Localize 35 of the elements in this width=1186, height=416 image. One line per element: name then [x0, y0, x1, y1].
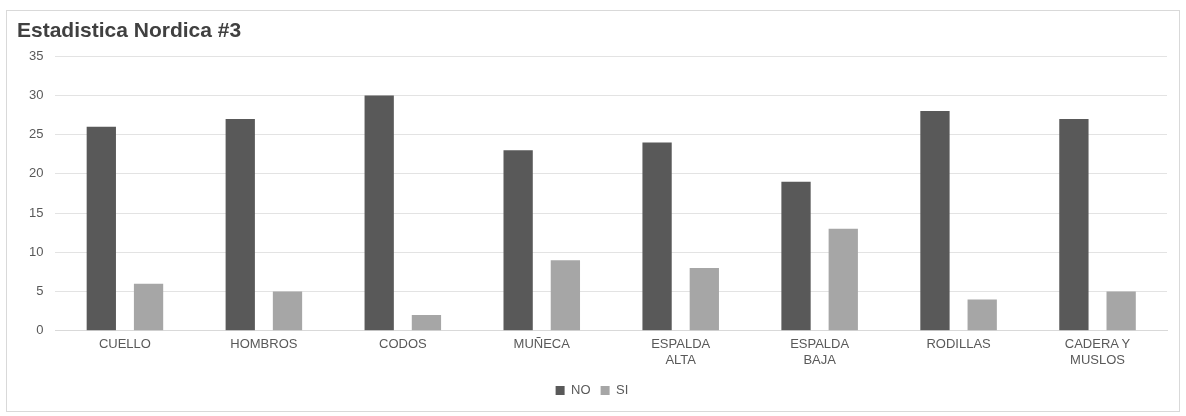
bar: [642, 142, 672, 331]
bar: [411, 315, 442, 331]
bar: [920, 111, 950, 331]
bar: [133, 283, 164, 331]
chart-title: Estadistica Nordica #3: [17, 18, 242, 42]
bar: [1059, 118, 1089, 331]
x-tick-label: ESPALDA BAJA: [790, 336, 850, 367]
y-tick-label: 35: [28, 47, 44, 63]
bar: [86, 126, 116, 331]
bar: [1106, 291, 1136, 331]
x-tick-label: ESPALDA ALTA: [651, 336, 711, 367]
y-tick-label: 10: [28, 243, 44, 259]
bar: [225, 118, 255, 331]
x-tick-label: CUELLO: [98, 336, 151, 352]
y-tick-label: 5: [36, 283, 44, 299]
bar: [967, 299, 997, 331]
y-tick-label: 15: [28, 204, 44, 220]
bar: [781, 181, 811, 331]
bar: [503, 150, 533, 331]
legend-label: NO: [571, 382, 591, 398]
x-tick-label: MUÑECA: [513, 336, 571, 352]
bar: [828, 228, 858, 331]
x-tick-label: RODILLAS: [926, 336, 992, 352]
bar: [364, 95, 394, 331]
legend-label: SI: [616, 382, 629, 398]
bar: [550, 260, 581, 331]
x-tick-label: CADERA Y MUSLOS: [1064, 336, 1131, 367]
bar: [689, 268, 719, 331]
y-tick-label: 25: [28, 126, 44, 142]
bar: [272, 291, 303, 331]
y-tick-label: 0: [36, 322, 44, 338]
x-tick-label: CODOS: [378, 336, 427, 352]
x-tick-label: HOMBROS: [230, 336, 298, 352]
y-tick-label: 30: [28, 87, 44, 103]
y-tick-label: 20: [28, 165, 44, 181]
